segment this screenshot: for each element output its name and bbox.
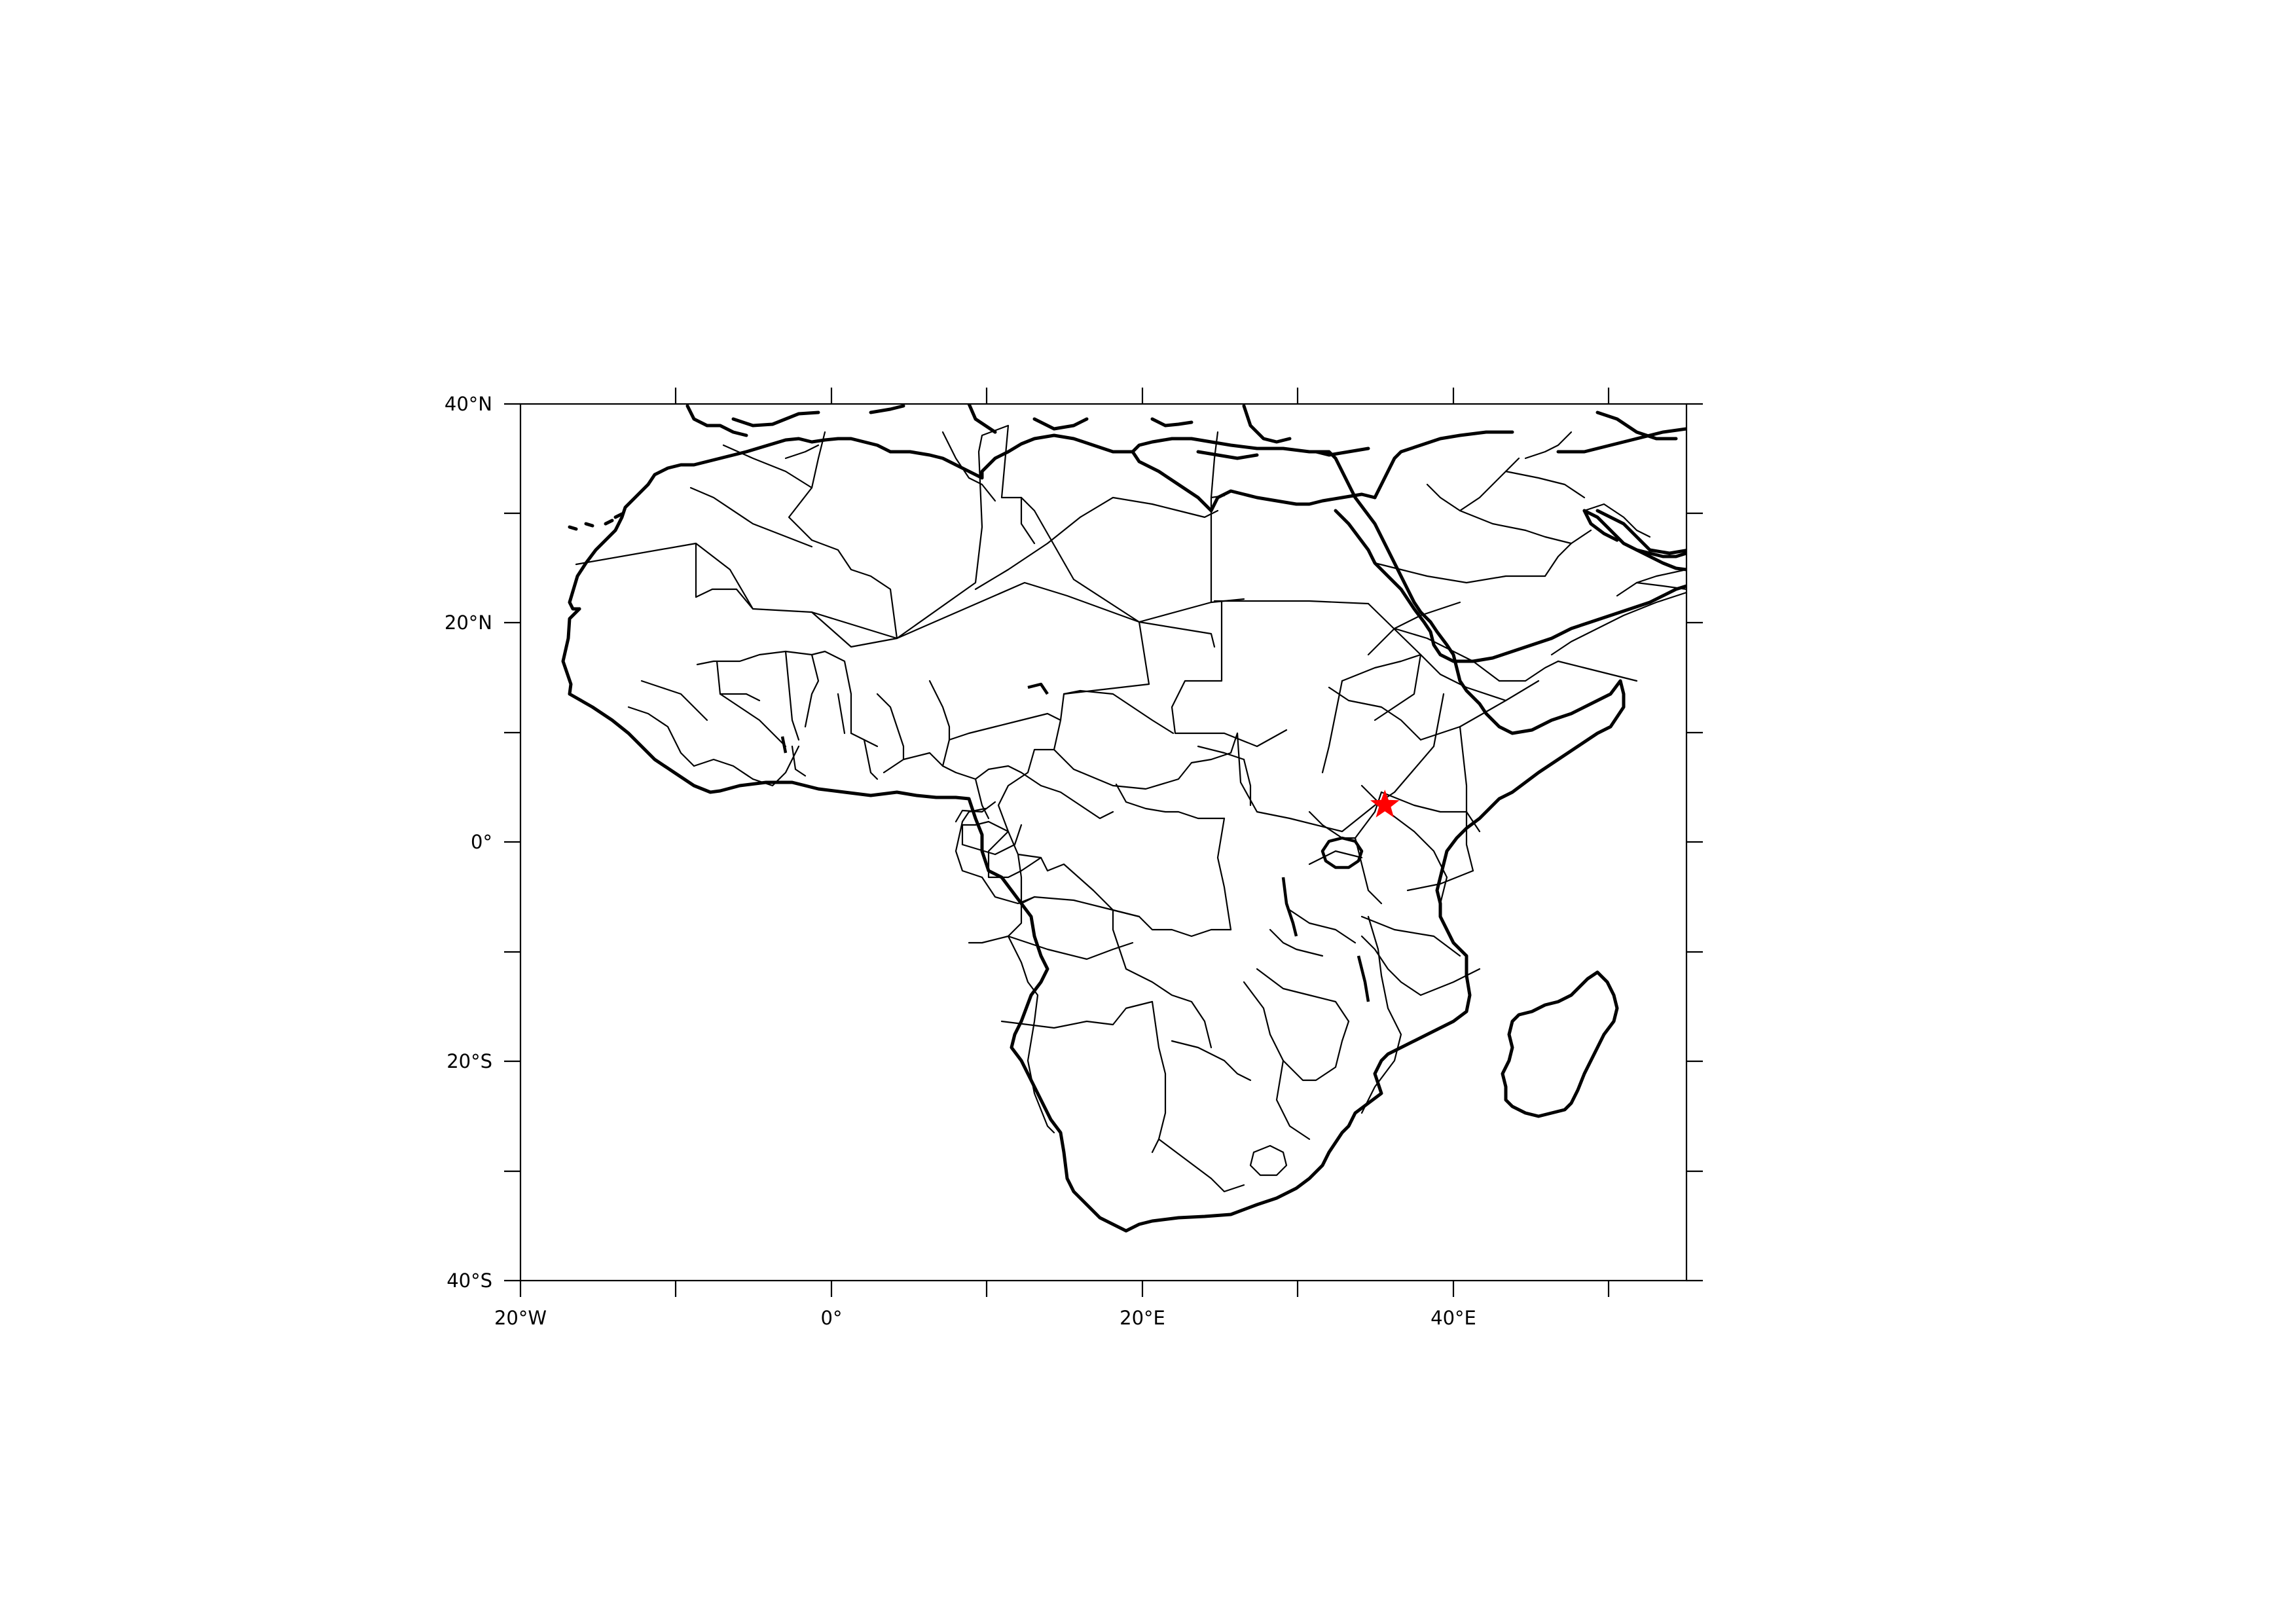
lesotho-outline bbox=[1249, 1144, 1288, 1176]
map-frame bbox=[519, 403, 1688, 1282]
y-tick-labels: 40°N 20°N 0° 20°S 40°S bbox=[445, 393, 492, 1292]
x-ticks bbox=[519, 388, 1610, 1297]
y-tick-label: 0° bbox=[471, 831, 492, 853]
y-tick-label: 40°N bbox=[445, 393, 492, 415]
y-tick-label: 20°N bbox=[445, 611, 492, 634]
lake-victoria bbox=[1321, 836, 1364, 869]
lake-chad bbox=[1027, 682, 1049, 695]
x-tick-label: 20°E bbox=[1120, 1307, 1165, 1329]
country-borders bbox=[575, 424, 1686, 1193]
lake-volta bbox=[780, 736, 788, 754]
y-tick-label: 20°S bbox=[446, 1050, 492, 1072]
x-tick-label: 20°W bbox=[494, 1307, 547, 1329]
lake-tanganyika bbox=[1281, 877, 1298, 937]
x-tick-label: 0° bbox=[821, 1307, 843, 1329]
map-plot-area bbox=[561, 404, 1686, 1233]
x-tick-label: 40°E bbox=[1430, 1307, 1476, 1329]
location-star-marker bbox=[1370, 790, 1400, 818]
y-ticks bbox=[504, 403, 1703, 1282]
lakes bbox=[780, 682, 1370, 1002]
lake-malawi bbox=[1357, 955, 1370, 1002]
coastlines bbox=[561, 404, 1686, 1233]
x-tick-labels: 20°W 0° 20°E 40°E bbox=[494, 1307, 1476, 1329]
y-tick-label: 40°S bbox=[446, 1269, 492, 1292]
